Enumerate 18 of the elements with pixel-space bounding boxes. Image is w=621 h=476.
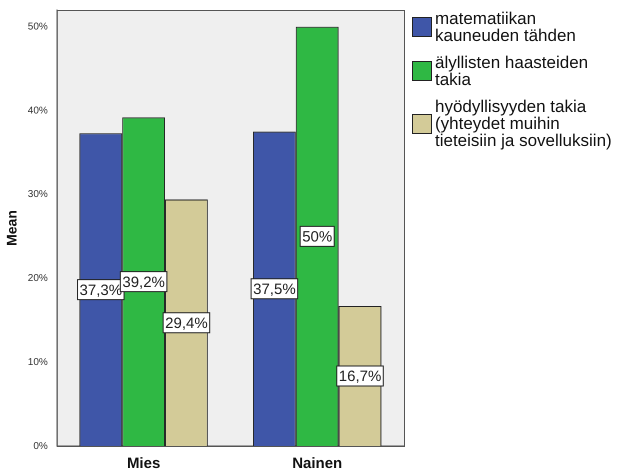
data-label: 37,5% xyxy=(253,280,296,298)
y-tick-label: 0% xyxy=(33,440,48,452)
y-tick-label: 10% xyxy=(28,356,48,368)
data-label: 39,2% xyxy=(122,274,165,291)
x-tick-label: Mies xyxy=(126,455,160,472)
legend-label: älyllisten haasteiden takia xyxy=(435,53,590,89)
legend-label: hyödyllisyyden takia (yhteydet muihin tieteisiin ja sovelluksiin) xyxy=(435,97,613,150)
data-label: 37,3% xyxy=(80,282,122,299)
y-tick-label: 20% xyxy=(28,273,48,284)
y-axis-title: Mean xyxy=(3,210,20,246)
y-tick-label: 30% xyxy=(28,189,48,200)
data-label: 16,7% xyxy=(338,368,382,386)
x-tick-label: Nainen xyxy=(292,455,342,472)
legend-label: matematiikan kauneuden tähden xyxy=(435,9,577,45)
data-label: 50% xyxy=(302,228,332,246)
data-label: 29,4% xyxy=(165,314,208,332)
y-tick-label: 40% xyxy=(28,105,48,116)
y-tick-label: 50% xyxy=(28,22,48,33)
